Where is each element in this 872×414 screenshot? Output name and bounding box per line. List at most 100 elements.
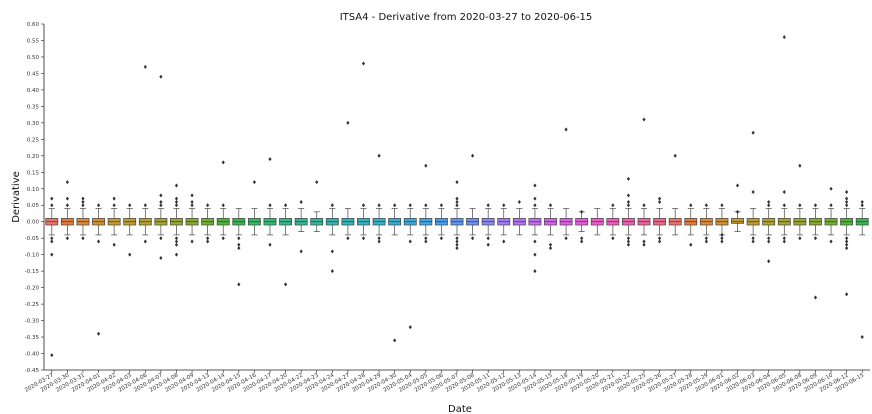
y-tick-label: -0.30 <box>25 319 40 325</box>
box-outlier <box>845 246 849 251</box>
box-outlier <box>704 239 708 244</box>
box-outlier <box>424 163 428 168</box>
box-outlier <box>424 203 428 208</box>
box-outlier <box>720 236 724 241</box>
box-outlier <box>159 199 163 204</box>
box-outlier <box>455 199 459 204</box>
box-outlier <box>502 203 506 208</box>
box-outlier <box>143 203 147 208</box>
box-outlier <box>96 239 101 244</box>
box-outlier <box>611 236 615 241</box>
y-tick-label: -0.20 <box>25 286 40 292</box>
box-outlier <box>813 295 818 300</box>
box-outlier <box>455 242 459 247</box>
box-outlier <box>221 160 225 165</box>
box-outlier <box>720 232 724 237</box>
box-outlier <box>174 203 179 208</box>
box-outlier <box>50 239 54 244</box>
box-outlier <box>96 203 101 208</box>
box-outlier <box>798 163 802 168</box>
box-outlier <box>190 239 194 244</box>
box-outlier <box>829 203 833 208</box>
box-outlier <box>845 236 849 241</box>
y-tick-label: -0.40 <box>25 352 40 358</box>
box-outlier <box>174 183 179 188</box>
box-outlier <box>486 236 490 241</box>
box-outlier <box>408 325 412 330</box>
box-outlier <box>283 282 288 287</box>
box-outlier <box>190 193 194 198</box>
y-tick-label: 0.55 <box>27 38 40 44</box>
box-outlier <box>174 196 179 201</box>
box-outlier <box>548 242 553 247</box>
y-tick-label: -0.05 <box>25 236 40 242</box>
box-outlier <box>50 203 54 208</box>
box-outlier <box>626 203 631 208</box>
box-outlier <box>642 203 646 208</box>
box-outlier <box>65 196 69 201</box>
box-outlier <box>845 190 849 195</box>
box-outlier <box>393 338 397 343</box>
box-outlier <box>393 203 397 208</box>
box-outlier <box>626 239 631 244</box>
box-outlier <box>720 239 724 244</box>
box-outlier <box>767 199 771 204</box>
box-outlier <box>626 242 631 247</box>
box-outlier <box>782 239 786 244</box>
box-outlier <box>626 236 631 241</box>
box-outlier <box>174 239 179 244</box>
box-outlier <box>813 203 818 208</box>
box-outlier <box>548 203 553 208</box>
box-outlier <box>65 180 69 185</box>
box-outlier <box>299 249 303 254</box>
box-outlier <box>829 186 833 191</box>
box-outlier <box>190 199 194 204</box>
box-outlier <box>143 64 147 69</box>
box-outlier <box>50 236 54 241</box>
box-outlier <box>65 203 69 208</box>
box-outlier <box>813 236 818 241</box>
y-tick-label: 0.25 <box>27 137 40 143</box>
box-outlier <box>439 203 444 208</box>
y-tick-label: 0.10 <box>27 187 40 193</box>
box-outlier <box>65 236 69 241</box>
box-outlier <box>751 190 755 195</box>
box-outlier <box>159 236 163 241</box>
box-outlier <box>845 242 849 247</box>
box-outlier <box>174 242 179 247</box>
box-outlier <box>159 255 163 260</box>
box-outlier <box>361 236 366 241</box>
box-outlier <box>159 203 163 208</box>
box-outlier <box>439 236 444 241</box>
box-outlier <box>611 203 615 208</box>
box-outlier <box>377 203 381 208</box>
box-outlier <box>845 239 849 244</box>
box-outlier <box>782 203 786 208</box>
box-outlier <box>408 203 412 208</box>
box-outlier <box>330 203 334 208</box>
box-outlier <box>658 236 662 241</box>
box-outlier <box>221 236 225 241</box>
box-outlier <box>190 203 194 208</box>
box-outlier <box>81 196 85 201</box>
box-outlier <box>159 74 163 79</box>
box-outlier <box>143 239 147 244</box>
box-outlier <box>221 203 225 208</box>
y-tick-label: 0.00 <box>27 220 40 226</box>
box-outlier <box>720 203 724 208</box>
y-tick-label: 0.40 <box>27 88 40 94</box>
box-outlier <box>174 199 179 204</box>
box-outlier <box>767 236 771 241</box>
box-outlier <box>206 236 210 241</box>
box-outlier <box>735 183 740 188</box>
y-axis-title: Derivative <box>11 171 22 223</box>
box-outlier <box>689 242 693 247</box>
box-outlier <box>642 239 646 244</box>
box-outlier <box>782 35 786 40</box>
y-tick-label: 0.50 <box>27 55 40 61</box>
box-outlier <box>455 203 459 208</box>
box-outlier <box>424 236 428 241</box>
box-outlier <box>268 203 272 208</box>
y-tick-label: 0.05 <box>27 203 40 209</box>
